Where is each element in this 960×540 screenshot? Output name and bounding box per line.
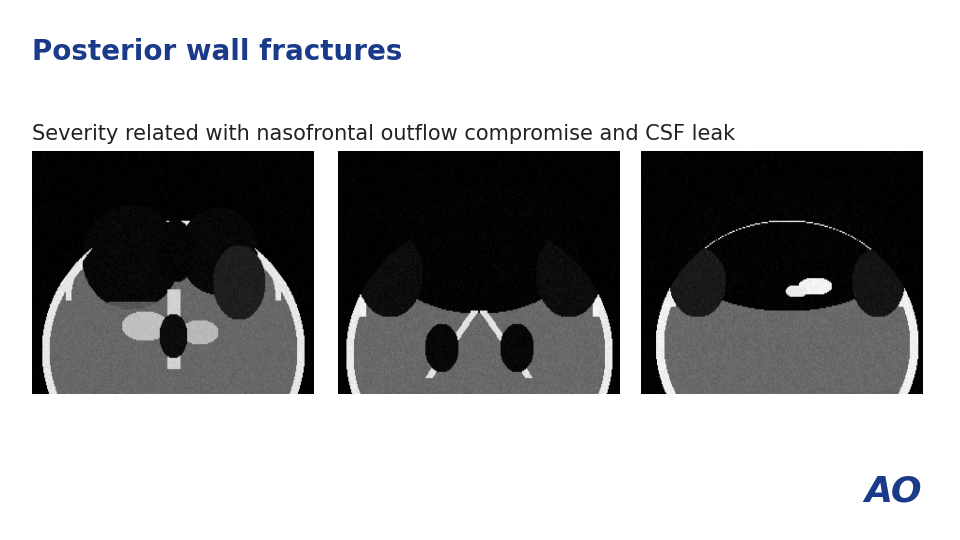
Text: AO: AO bbox=[864, 475, 922, 508]
Text: Posterior wall fractures: Posterior wall fractures bbox=[32, 38, 402, 66]
Text: Severity related with nasofrontal outflow compromise and CSF leak: Severity related with nasofrontal outflo… bbox=[32, 124, 734, 144]
